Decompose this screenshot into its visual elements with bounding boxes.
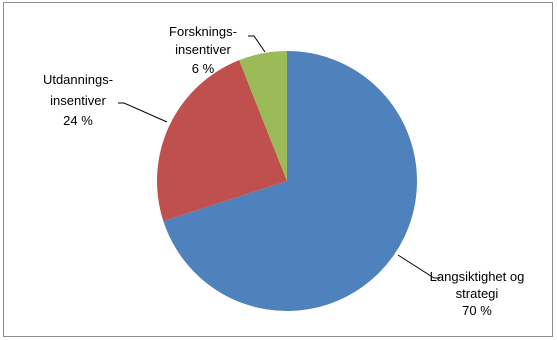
leader-line-langsiktighet [397,254,440,279]
slice-label-langsiktighet-line2: strategi [456,286,499,301]
leader-line-forskning [248,35,266,53]
slice-label-langsiktighet-line1: Langsiktighet og [430,269,525,284]
slice-utdanning [156,60,287,222]
slice-label-forskning-line2: insentiver [175,42,231,57]
slice-forskning [239,51,287,181]
slice-value-forskning: 6 % [192,61,215,76]
slice-label-forskning-line1: Forsknings- [169,24,237,39]
leader-line-utdanning [118,102,168,123]
slice-label-utdanning-line1: Utdannings- [43,72,113,87]
slice-label-utdanning-line2: insentiver [50,93,106,108]
slice-value-utdanning: 24 % [63,113,93,128]
pie-slices [156,51,417,311]
leader-lines [118,35,440,279]
slice-value-langsiktighet: 70 % [462,303,492,318]
slice-langsiktighet [163,51,417,311]
